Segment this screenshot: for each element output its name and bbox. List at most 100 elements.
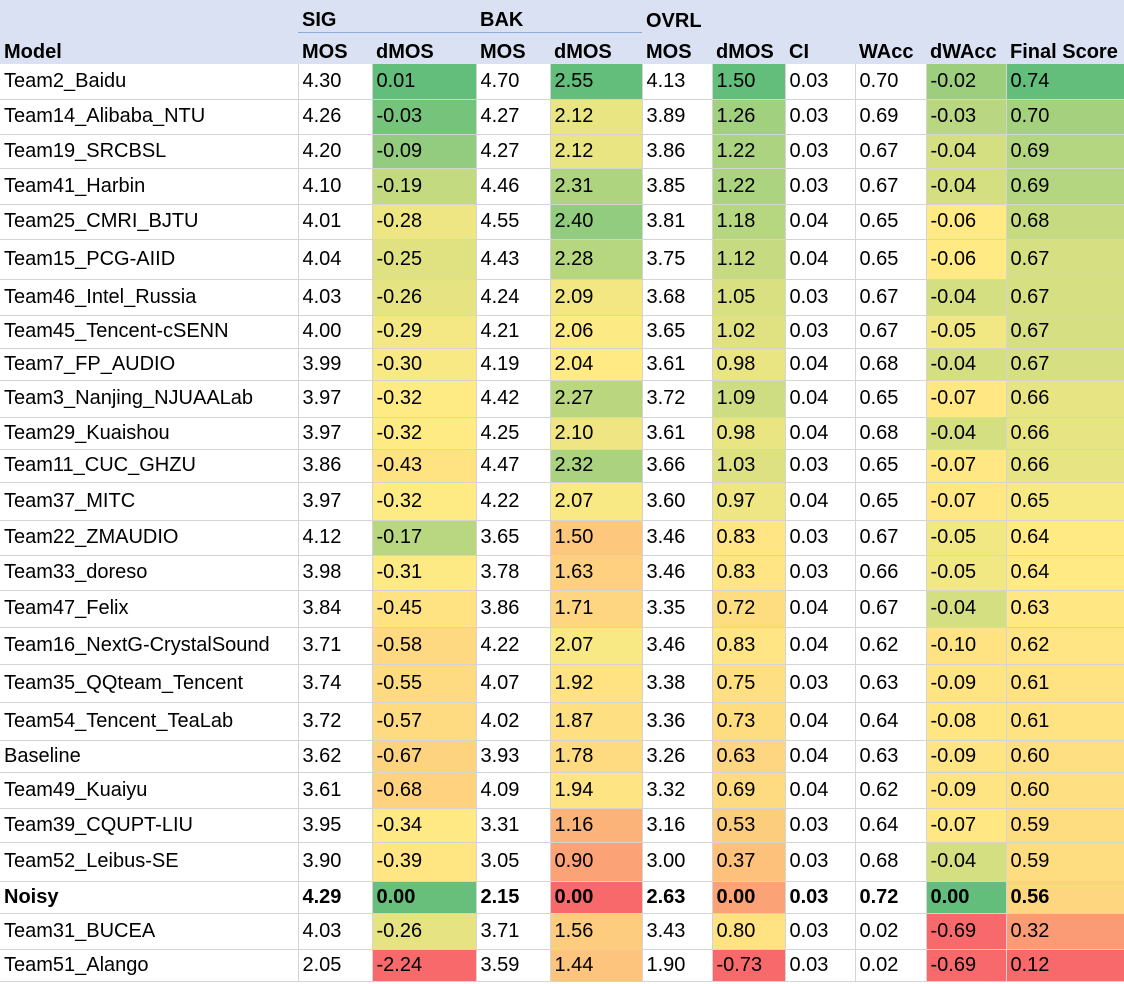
table-row: Team46_Intel_Russia 4.03 -0.26 4.24 2.09 3.68… — [0, 279, 1124, 316]
cell-sig-mos: 4.04 — [298, 239, 373, 280]
cell-wacc: 0.65 — [855, 380, 927, 418]
cell-wacc: 0.64 — [855, 702, 927, 741]
cell-final-score: 0.69 — [1006, 134, 1124, 169]
cell-sig-mos: 4.20 — [298, 134, 373, 169]
cell-dwacc: -0.69 — [926, 913, 1007, 950]
cell-bak-mos: 4.19 — [476, 348, 551, 381]
cell-final-score: 0.61 — [1006, 664, 1124, 703]
cell-wacc: 0.67 — [855, 279, 927, 316]
cell-ci: 0.03 — [785, 949, 856, 982]
cell-ovrl-mos: 3.46 — [642, 627, 713, 665]
cell-wacc: 0.66 — [855, 555, 927, 591]
cell-ci: 0.03 — [785, 842, 856, 882]
cell-ci: 0.04 — [785, 417, 856, 450]
cell-sig-dmos: -0.39 — [372, 842, 477, 882]
cell-ovrl-dmos: 1.18 — [712, 204, 786, 240]
cell-wacc: 0.62 — [855, 627, 927, 665]
cell-ovrl-mos: 3.68 — [642, 279, 713, 316]
cell-ci: 0.03 — [785, 449, 856, 483]
column-header-model: Model — [0, 32, 298, 64]
cell-ovrl-dmos: 1.22 — [712, 168, 786, 205]
cell-bak-dmos: 2.09 — [550, 279, 643, 316]
cell-sig-dmos: -0.34 — [372, 808, 477, 843]
column-header-ovrl-dmos: dMOS — [712, 32, 785, 64]
cell-model: Team47_Felix — [0, 590, 299, 628]
cell-dwacc: -0.07 — [926, 449, 1007, 483]
cell-ci: 0.04 — [785, 590, 856, 628]
cell-wacc: 0.63 — [855, 740, 927, 773]
cell-bak-dmos: 2.27 — [550, 380, 643, 418]
cell-ci: 0.04 — [785, 627, 856, 665]
cell-ovrl-dmos: 0.73 — [712, 702, 786, 741]
cell-bak-dmos: 2.06 — [550, 315, 643, 349]
cell-bak-dmos: 2.07 — [550, 627, 643, 665]
cell-bak-dmos: 1.71 — [550, 590, 643, 628]
cell-bak-dmos: 2.55 — [550, 64, 643, 100]
table-row: Team11_CUC_GHZU 3.86 -0.43 4.47 2.32 3.66 1.03… — [0, 449, 1124, 483]
cell-sig-dmos: -0.67 — [372, 740, 477, 773]
header-group-row: SIG BAK OVRL — [0, 0, 1124, 33]
table-row: Team3_Nanjing_NJUAALab 3.97 -0.32 4.42 2.27 3… — [0, 380, 1124, 418]
cell-dwacc: -0.04 — [926, 168, 1007, 205]
cell-sig-dmos: -0.55 — [372, 664, 477, 703]
cell-wacc: 0.02 — [855, 913, 927, 950]
cell-dwacc: -0.09 — [926, 772, 1007, 809]
cell-sig-dmos: -0.19 — [372, 168, 477, 205]
header-blank — [0, 0, 298, 33]
cell-wacc: 0.67 — [855, 590, 927, 628]
cell-model: Team14_Alibaba_NTU — [0, 99, 299, 135]
cell-bak-mos: 4.21 — [476, 315, 551, 349]
cell-model: Team15_PCG-AIID — [0, 239, 299, 280]
cell-wacc: 0.65 — [855, 239, 927, 280]
cell-model: Team51_Alango — [0, 949, 299, 982]
cell-sig-dmos: -0.32 — [372, 482, 477, 521]
cell-ci: 0.04 — [785, 239, 856, 280]
cell-sig-dmos: -0.32 — [372, 380, 477, 418]
cell-final-score: 0.63 — [1006, 590, 1124, 628]
cell-ovrl-dmos: 1.02 — [712, 315, 786, 349]
cell-ovrl-dmos: 0.97 — [712, 482, 786, 521]
cell-bak-dmos: 2.07 — [550, 482, 643, 521]
cell-bak-mos: 3.93 — [476, 740, 551, 773]
cell-model: Team49_Kuaiyu — [0, 772, 299, 809]
cell-ovrl-dmos: 1.09 — [712, 380, 786, 418]
header-column-row: Model MOS dMOS MOS dMOS MOS dMOS CI WAcc… — [0, 32, 1124, 64]
cell-bak-mos: 4.42 — [476, 380, 551, 418]
cell-dwacc: -0.07 — [926, 482, 1007, 521]
table-row: Baseline 3.62 -0.67 3.93 1.78 3.26 0.63 0.04 0.6… — [0, 740, 1124, 773]
table-row: Team54_Tencent_TeaLab 3.72 -0.57 4.02 1.87 3.… — [0, 702, 1124, 741]
cell-ovrl-dmos: 0.98 — [712, 417, 786, 450]
cell-final-score: 0.56 — [1006, 881, 1124, 914]
cell-ovrl-mos: 3.43 — [642, 913, 713, 950]
cell-ovrl-dmos: 1.50 — [712, 64, 786, 100]
cell-bak-mos: 3.71 — [476, 913, 551, 950]
cell-bak-dmos: 2.10 — [550, 417, 643, 450]
cell-final-score: 0.69 — [1006, 168, 1124, 205]
cell-sig-dmos: -0.25 — [372, 239, 477, 280]
cell-final-score: 0.66 — [1006, 380, 1124, 418]
cell-bak-dmos: 2.40 — [550, 204, 643, 240]
cell-bak-mos: 3.78 — [476, 555, 551, 591]
cell-bak-mos: 4.02 — [476, 702, 551, 741]
cell-ovrl-mos: 1.90 — [642, 949, 713, 982]
cell-model: Team25_CMRI_BJTU — [0, 204, 299, 240]
cell-ci: 0.04 — [785, 348, 856, 381]
cell-bak-dmos: 2.32 — [550, 449, 643, 483]
column-header-sig-dmos: dMOS — [372, 32, 476, 64]
cell-ovrl-dmos: 0.63 — [712, 740, 786, 773]
cell-dwacc: -0.09 — [926, 740, 1007, 773]
cell-ci: 0.04 — [785, 702, 856, 741]
table-row: Team19_SRCBSL 4.20 -0.09 4.27 2.12 3.86 1.22 0.… — [0, 134, 1124, 169]
cell-sig-mos: 3.90 — [298, 842, 373, 882]
table-row: Team49_Kuaiyu 3.61 -0.68 4.09 1.94 3.32 0.69 0.… — [0, 772, 1124, 809]
cell-wacc: 0.68 — [855, 348, 927, 381]
cell-ovrl-mos: 3.16 — [642, 808, 713, 843]
cell-ovrl-mos: 3.75 — [642, 239, 713, 280]
table-row: Team37_MITC 3.97 -0.32 4.22 2.07 3.60 0.97 0.04… — [0, 482, 1124, 521]
cell-sig-dmos: -0.43 — [372, 449, 477, 483]
cell-final-score: 0.66 — [1006, 449, 1124, 483]
cell-ovrl-mos: 4.13 — [642, 64, 713, 100]
cell-ovrl-dmos: 1.05 — [712, 279, 786, 316]
cell-dwacc: -0.02 — [926, 64, 1007, 100]
cell-final-score: 0.67 — [1006, 279, 1124, 316]
